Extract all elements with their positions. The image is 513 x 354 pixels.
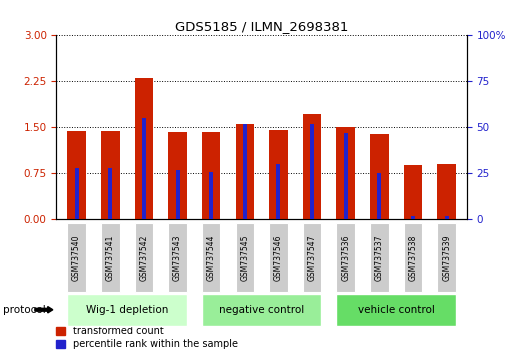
Bar: [142, 118, 146, 219]
Text: GSM737545: GSM737545: [240, 234, 249, 281]
Bar: [411, 216, 415, 219]
Text: GSM737541: GSM737541: [106, 234, 115, 281]
Bar: [74, 168, 78, 219]
Bar: [269, 130, 288, 219]
Bar: [310, 124, 314, 219]
Bar: [168, 132, 187, 219]
Text: protocol: protocol: [3, 305, 45, 315]
Legend: transformed count, percentile rank within the sample: transformed count, percentile rank withi…: [56, 326, 238, 349]
Text: GSM737537: GSM737537: [375, 234, 384, 281]
Bar: [404, 165, 422, 219]
Text: negative control: negative control: [219, 305, 304, 315]
Bar: [175, 170, 180, 219]
Bar: [108, 168, 112, 219]
Bar: [344, 133, 348, 219]
Bar: [202, 132, 221, 219]
Text: GSM737546: GSM737546: [274, 234, 283, 281]
Bar: [378, 173, 381, 219]
Bar: [209, 172, 213, 219]
Text: Wig-1 depletion: Wig-1 depletion: [86, 305, 168, 315]
Text: vehicle control: vehicle control: [358, 305, 435, 315]
Bar: [134, 78, 153, 219]
Text: GSM737536: GSM737536: [341, 234, 350, 281]
Bar: [445, 216, 449, 219]
Bar: [277, 164, 281, 219]
Bar: [67, 131, 86, 219]
Text: GSM737539: GSM737539: [442, 234, 451, 281]
Bar: [101, 131, 120, 219]
Title: GDS5185 / ILMN_2698381: GDS5185 / ILMN_2698381: [175, 20, 348, 33]
Text: GSM737540: GSM737540: [72, 234, 81, 281]
Bar: [438, 164, 456, 219]
Text: GSM737542: GSM737542: [140, 234, 148, 281]
Text: GSM737547: GSM737547: [308, 234, 317, 281]
Text: GSM737543: GSM737543: [173, 234, 182, 281]
Bar: [235, 124, 254, 219]
Text: GSM737538: GSM737538: [408, 234, 418, 281]
Text: GSM737544: GSM737544: [207, 234, 215, 281]
Bar: [303, 114, 321, 219]
Bar: [243, 124, 247, 219]
Bar: [337, 127, 355, 219]
Bar: [370, 133, 389, 219]
